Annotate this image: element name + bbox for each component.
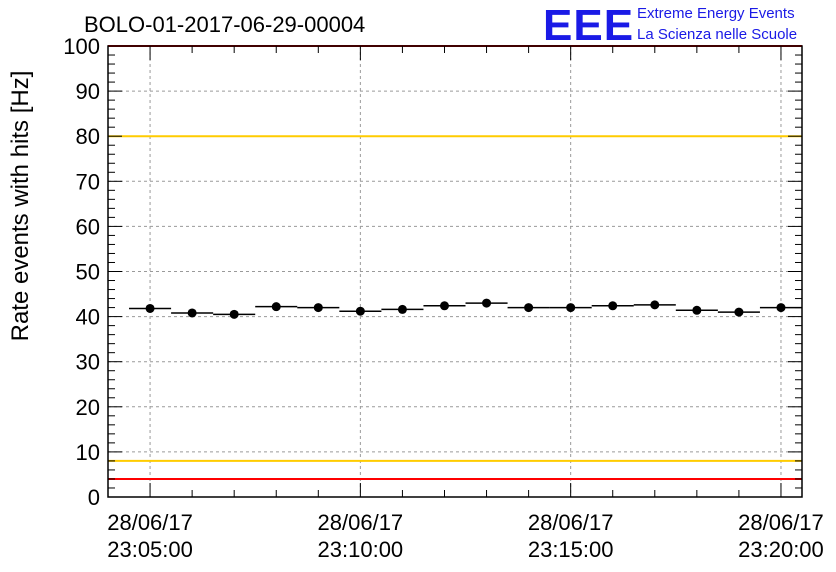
y-tick-label: 50 bbox=[76, 260, 100, 285]
x-tick-label-time: 23:10:00 bbox=[318, 537, 404, 562]
data-point bbox=[187, 308, 197, 318]
x-tick-label-time: 23:20:00 bbox=[738, 537, 824, 562]
y-tick-label: 0 bbox=[88, 485, 100, 510]
data-point bbox=[397, 304, 407, 314]
data-point bbox=[355, 306, 365, 316]
data-point bbox=[482, 298, 492, 308]
data-point bbox=[692, 305, 702, 315]
x-tick-label-time: 23:15:00 bbox=[528, 537, 614, 562]
data-point bbox=[145, 303, 155, 313]
chart-title: BOLO-01-2017-06-29-00004 bbox=[84, 12, 365, 37]
data-point bbox=[524, 303, 534, 313]
data-point bbox=[608, 301, 618, 311]
data-point bbox=[229, 309, 239, 319]
eee-logo-mark: EEE bbox=[543, 1, 634, 50]
y-tick-label: 100 bbox=[63, 34, 100, 59]
data-point bbox=[776, 303, 786, 313]
x-tick-label-date: 28/06/17 bbox=[528, 510, 614, 535]
x-tick-label-date: 28/06/17 bbox=[107, 510, 193, 535]
grid-lines bbox=[108, 46, 802, 497]
eee-logo-line1: Extreme Energy Events bbox=[637, 5, 795, 22]
data-point bbox=[313, 303, 323, 313]
y-tick-label: 30 bbox=[76, 350, 100, 375]
data-point bbox=[650, 300, 660, 310]
axes: 010203040506070809010028/06/1723:05:0028… bbox=[63, 34, 824, 562]
x-tick-label-time: 23:05:00 bbox=[107, 537, 193, 562]
eee-logo-line2: La Scienza nelle Scuole bbox=[637, 26, 797, 43]
reference-lines bbox=[108, 45, 802, 480]
y-axis-label: Rate events with hits [Hz] bbox=[7, 71, 34, 342]
data-point bbox=[439, 301, 449, 311]
data-point bbox=[566, 303, 576, 313]
x-tick-label-date: 28/06/17 bbox=[738, 510, 824, 535]
x-tick-label-date: 28/06/17 bbox=[318, 510, 404, 535]
y-tick-label: 60 bbox=[76, 214, 100, 239]
data-point bbox=[734, 307, 744, 317]
data-point bbox=[271, 302, 281, 312]
y-tick-label: 70 bbox=[76, 169, 100, 194]
y-tick-label: 90 bbox=[76, 79, 100, 104]
data-points bbox=[129, 298, 802, 319]
y-tick-label: 80 bbox=[76, 124, 100, 149]
y-tick-label: 10 bbox=[76, 440, 100, 465]
y-tick-label: 40 bbox=[76, 305, 100, 330]
y-tick-label: 20 bbox=[76, 395, 100, 420]
eee-logo: EEE Extreme Energy Events La Scienza nel… bbox=[543, 1, 797, 50]
